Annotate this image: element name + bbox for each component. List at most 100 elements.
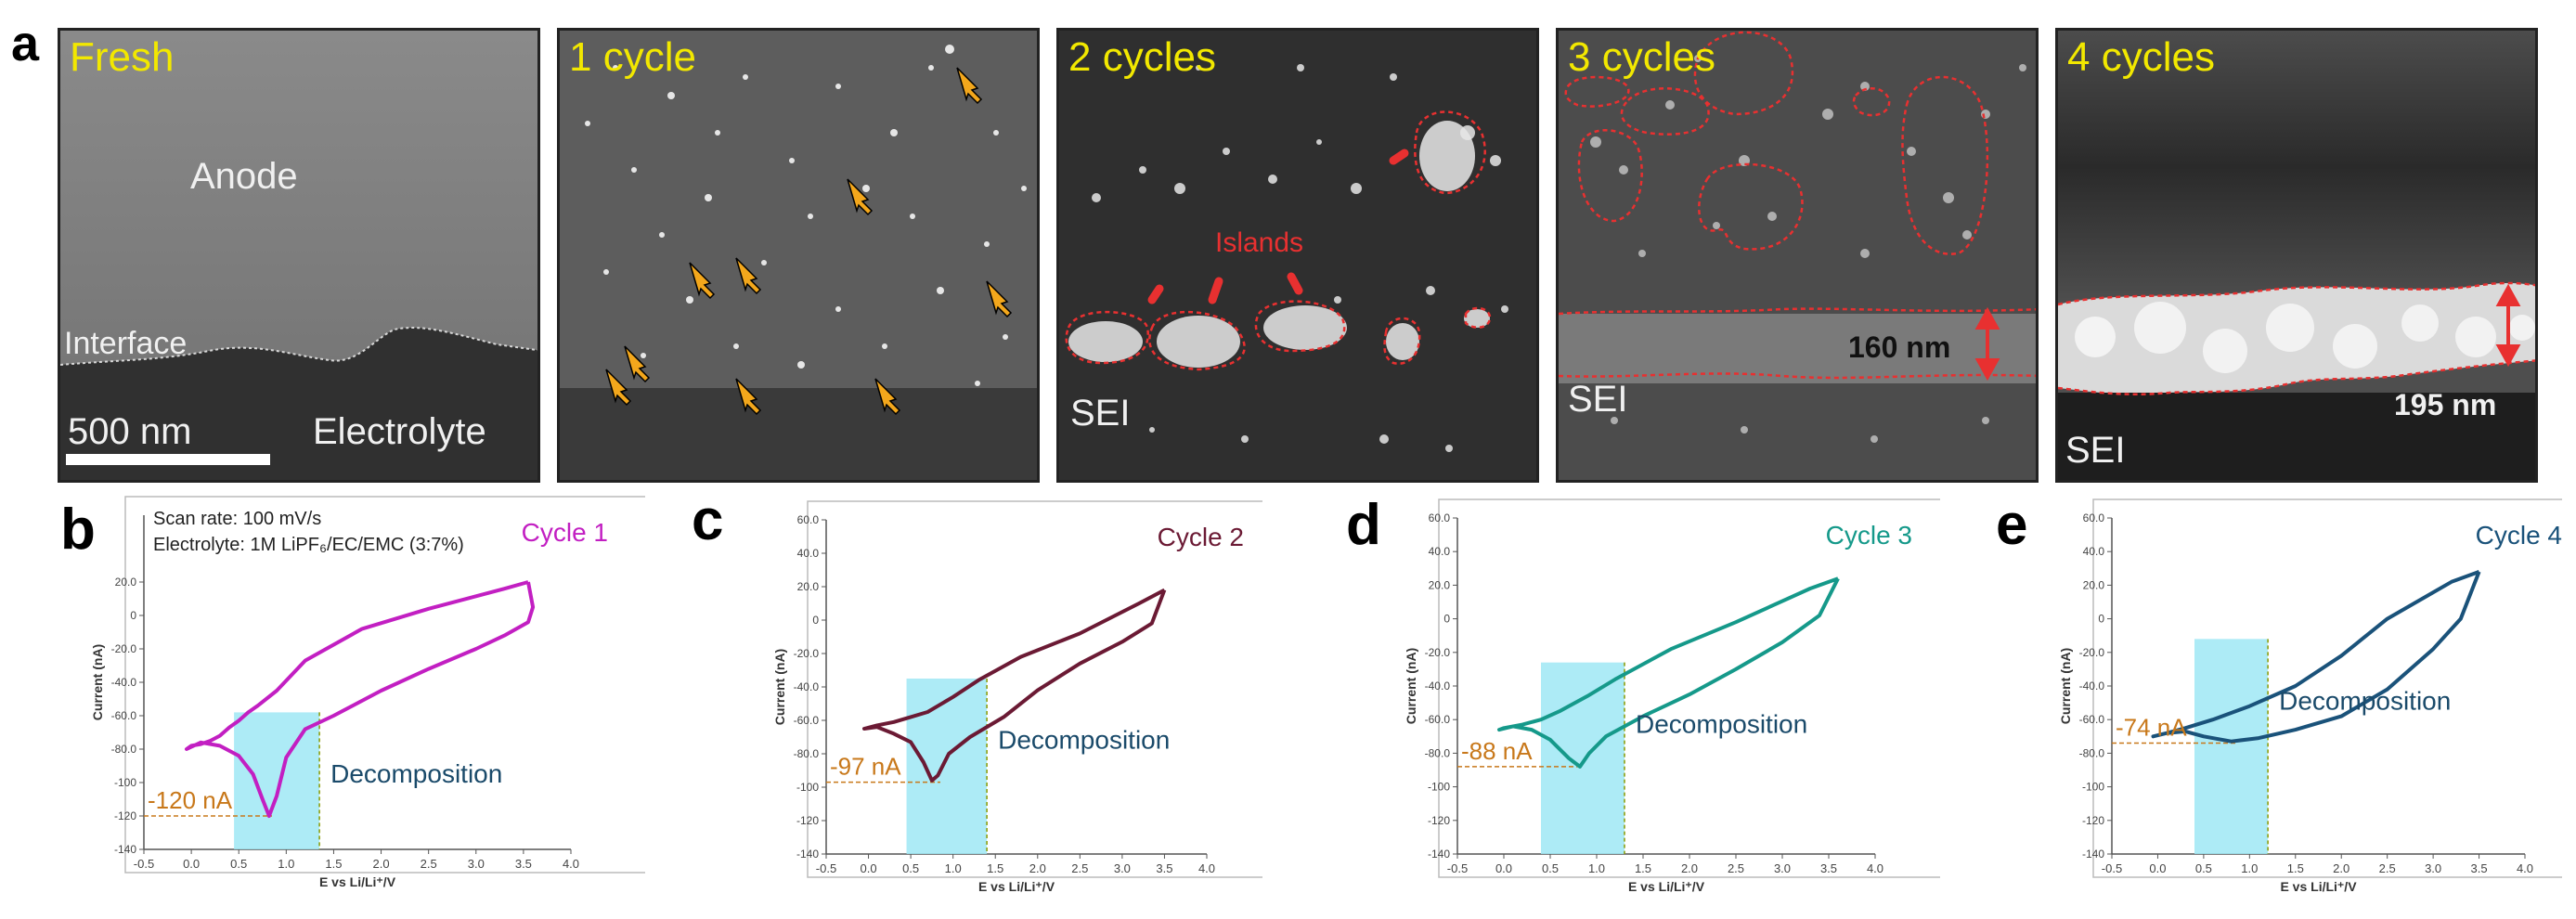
y-tick-label: -40.0 xyxy=(1425,680,1451,692)
scan-rate-label: Scan rate: 100 mV/s xyxy=(153,509,321,529)
x-axis-label: E vs Li/Li⁺/V xyxy=(1628,879,1705,894)
scale-bar-label: 500 nm xyxy=(68,411,192,452)
x-tick-label: 3.5 xyxy=(515,857,532,871)
y-tick-label: 0 xyxy=(1443,613,1450,626)
tem-title-cycle-4: 4 cycles xyxy=(2067,34,2215,80)
tem-cycle2-image xyxy=(1059,31,1536,480)
cv-curve-cycle-2 xyxy=(862,588,1167,783)
tem-cycle1-image xyxy=(560,31,1037,480)
peak-label: -88 nA xyxy=(1461,737,1533,765)
decomposition-label: Decomposition xyxy=(998,726,1170,755)
y-tick-label: -120 xyxy=(2082,814,2104,827)
panel-label-b: b xyxy=(60,498,96,562)
x-tick-label: 1.5 xyxy=(987,861,1003,875)
x-tick-label: 3.0 xyxy=(1774,861,1791,875)
chart-frame xyxy=(807,500,1262,878)
x-tick-label: 1.5 xyxy=(1635,861,1651,875)
x-tick-label: -0.5 xyxy=(2102,861,2122,875)
decomposition-region xyxy=(906,679,988,854)
y-tick-label: 20.0 xyxy=(2083,578,2105,591)
y-tick-label: -120 xyxy=(796,814,819,827)
x-tick-label: 1.5 xyxy=(2287,861,2304,875)
x-tick-label: 3.5 xyxy=(1820,861,1837,875)
y-tick-label: 60.0 xyxy=(2083,511,2105,524)
x-tick-label: 0.5 xyxy=(1542,861,1559,875)
y-axis-label: Current (nA) xyxy=(90,644,105,720)
x-tick-label: 4.0 xyxy=(1867,861,1883,875)
chart-frame xyxy=(1438,498,1940,878)
y-tick-label: 40.0 xyxy=(2083,545,2105,558)
y-tick-label: 20.0 xyxy=(797,580,820,593)
cv-chart-cycle-1: -0.5 0.0 0.5 1.0 1.5 2.0 2.5 3.0 3.5 4.0 20.0 0 -20.… xyxy=(88,492,645,919)
y-tick-label: 60.0 xyxy=(797,513,820,526)
x-tick-label: 4.0 xyxy=(1198,861,1215,875)
y-tick-label: -40.0 xyxy=(2079,680,2105,692)
cv-curve-cycle-4 xyxy=(2151,570,2481,744)
tem-panel-cycle-4: 4 cycles 195 nm SEI xyxy=(2055,28,2538,483)
tem-panel-cycle-2: 2 cycles Islands SEI xyxy=(1056,28,1539,483)
y-tick-label: -80.0 xyxy=(111,743,137,756)
peak-label: -120 nA xyxy=(148,786,233,814)
tem-cycle4-image xyxy=(2058,31,2535,480)
y-tick-label: -140 xyxy=(796,848,819,861)
tem-title-cycle-1: 1 cycle xyxy=(569,34,696,80)
y-tick-label: -80.0 xyxy=(1425,746,1451,759)
electrolyte-label: Electrolyte xyxy=(313,411,486,452)
panel-label-e: e xyxy=(1996,493,2028,557)
y-tick-label: -20.0 xyxy=(794,647,820,660)
y-axis-label: Current (nA) xyxy=(2058,648,2073,724)
chart-title: Cycle 2 xyxy=(1158,523,1244,551)
y-tick-label: -140 xyxy=(114,843,136,856)
x-tick-label: 0.5 xyxy=(2195,861,2212,875)
cv-curve-cycle-3 xyxy=(1497,576,1840,769)
x-tick-label: -0.5 xyxy=(816,861,836,875)
tem-panel-cycle-1: 1 cycle xyxy=(557,28,1040,483)
tem-title-cycle-2: 2 cycles xyxy=(1068,34,1216,80)
interface-label: Interface xyxy=(64,326,188,361)
peak-label: -97 nA xyxy=(830,753,901,781)
x-tick-label: 4.0 xyxy=(563,857,579,871)
x-tick-label: 2.5 xyxy=(2379,861,2396,875)
y-axis-label: Current (nA) xyxy=(772,649,787,725)
cv-chart-cycle-3: -0.5 0.0 0.5 1.0 1.5 2.0 2.5 3.0 3.5 4.0 60.0 40.0 2… xyxy=(1392,492,1940,919)
chart-title: Cycle 1 xyxy=(522,518,608,547)
x-tick-label: 1.0 xyxy=(945,861,962,875)
x-tick-label: 3.0 xyxy=(2425,861,2441,875)
sei-label-cycle-3: SEI xyxy=(1568,379,1628,420)
x-axis-label: E vs Li/Li⁺/V xyxy=(978,879,1055,894)
y-tick-label: -80.0 xyxy=(2079,746,2105,759)
chart-title: Cycle 3 xyxy=(1826,521,1912,550)
electrolyte-label: Electrolyte: 1M LiPF₆/EC/EMC (3:7%) xyxy=(153,535,464,555)
tem-fresh-image xyxy=(60,31,537,480)
thickness-label-cycle-4: 195 nm xyxy=(2394,388,2497,421)
x-tick-label: 3.0 xyxy=(1114,861,1131,875)
decomposition-label: Decomposition xyxy=(2279,686,2451,715)
y-tick-label: -60.0 xyxy=(1425,713,1451,726)
thickness-label-cycle-3: 160 nm xyxy=(1848,330,1951,364)
x-tick-label: 0.0 xyxy=(183,857,200,871)
cv-curve-cycle-1 xyxy=(185,580,536,818)
x-tick-label: 2.0 xyxy=(1681,861,1698,875)
x-tick-label: -0.5 xyxy=(134,857,154,871)
y-tick-label: 0 xyxy=(812,614,819,627)
y-tick-label: 20.0 xyxy=(115,576,137,589)
x-tick-label: 1.0 xyxy=(2241,861,2258,875)
x-tick-label: 3.5 xyxy=(1156,861,1172,875)
tem-title-fresh: Fresh xyxy=(70,34,175,80)
y-tick-label: -140 xyxy=(1428,848,1450,861)
panel-label-d: d xyxy=(1346,493,1381,557)
tem-panel-fresh: Fresh Anode Interface Electrolyte 500 nm xyxy=(58,28,540,483)
tem-title-cycle-3: 3 cycles xyxy=(1568,34,1715,80)
x-tick-label: 2.5 xyxy=(421,857,437,871)
panel-label-c: c xyxy=(692,488,724,552)
y-tick-label: -20.0 xyxy=(2079,646,2105,659)
y-tick-label: -60.0 xyxy=(2079,713,2105,726)
y-tick-label: -40.0 xyxy=(794,680,820,693)
cv-chart-cycle-2: -0.5 0.0 0.5 1.0 1.5 2.0 2.5 3.0 3.5 4.0 60.0 40.0 2… xyxy=(743,492,1262,919)
x-axis-label: E vs Li/Li⁺/V xyxy=(2280,879,2357,894)
y-tick-label: -20.0 xyxy=(1425,646,1451,659)
x-tick-label: 0.0 xyxy=(2149,861,2166,875)
x-tick-label: 2.5 xyxy=(1071,861,1088,875)
x-tick-label: 2.0 xyxy=(2333,861,2349,875)
y-tick-label: -120 xyxy=(114,809,136,822)
